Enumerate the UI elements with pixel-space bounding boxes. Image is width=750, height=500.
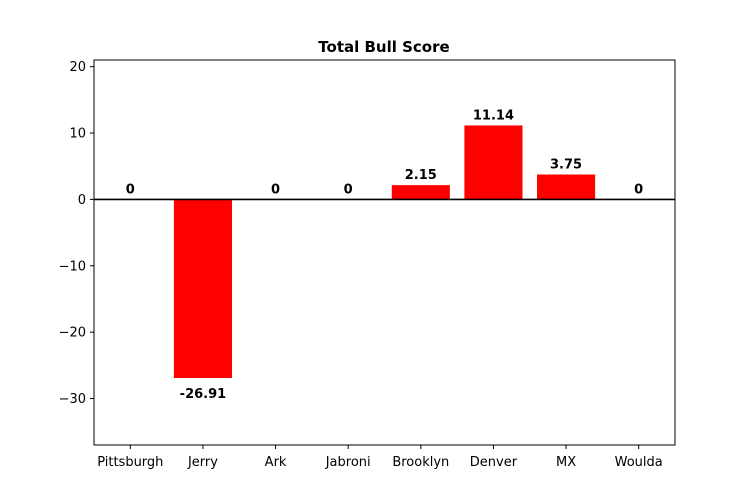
bar-mx (537, 174, 596, 200)
data-label: 3.75 (550, 158, 582, 173)
y-tick-label: 0 (78, 193, 86, 208)
plot-frame (93, 59, 676, 446)
chart-title: Total Bull Score (318, 38, 449, 56)
x-tick-label: Jerry (187, 455, 218, 470)
bar-jerry (173, 199, 232, 379)
y-tick-label: −20 (59, 326, 86, 341)
plot-area: −30 −20 −10 0 10 20 Pittsburgh 0 Jerry -26.91 Ark 0… (59, 59, 676, 470)
data-label: -26.91 (180, 387, 227, 402)
bar-brooklyn (391, 185, 450, 200)
y-tick-label: −30 (59, 392, 86, 407)
x-tick-label: Jabroni (325, 455, 371, 470)
x-tick-label: Brooklyn (392, 455, 449, 470)
x-tick-label: Denver (470, 455, 518, 470)
data-label: 0 (271, 182, 280, 197)
x-tick-label: Pittsburgh (97, 455, 163, 470)
x-tick-label: Woulda (615, 455, 663, 470)
x-tick-label: MX (556, 455, 576, 470)
bar-denver (464, 125, 523, 200)
data-label: 2.15 (405, 168, 437, 183)
data-label: 0 (126, 182, 135, 197)
y-tick-label: 20 (69, 60, 86, 75)
data-label: 11.14 (473, 108, 514, 123)
x-tick-label: Ark (265, 455, 287, 470)
data-label: 0 (634, 182, 643, 197)
y-tick-label: −10 (59, 259, 86, 274)
data-label: 0 (344, 182, 353, 197)
y-tick-label: 10 (69, 127, 86, 142)
